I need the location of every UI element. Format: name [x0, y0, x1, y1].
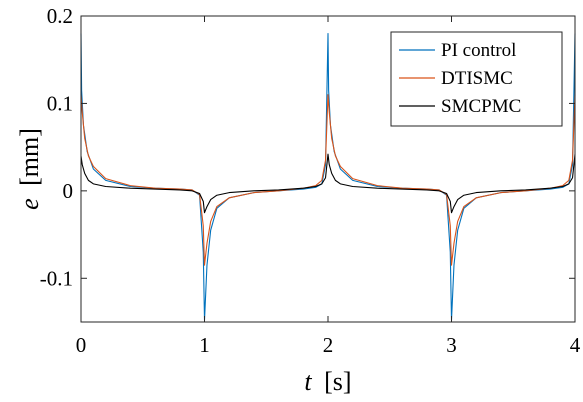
legend-box	[390, 31, 563, 127]
legend-label-0: PI control	[441, 40, 516, 61]
ticks-layer: 0 1 2 3 4 -0.1 0 0.1 0.2	[40, 4, 581, 357]
y-tick-label: -0.1	[40, 266, 73, 290]
legend: PI control DTISMC SMCPMC	[390, 31, 563, 127]
legend-label-1: DTISMC	[441, 68, 513, 89]
y-axis-symbol: e	[15, 198, 44, 210]
series-line-1	[80, 94, 576, 266]
x-tick-label: 1	[199, 333, 210, 357]
y-tick-label: 0.1	[47, 91, 73, 115]
legend-items: PI control DTISMC SMCPMC	[399, 40, 521, 117]
x-tick-label: 2	[323, 333, 334, 357]
series-line-2	[80, 153, 576, 214]
x-axis-unit: [s]	[324, 367, 351, 396]
x-tick-label: 4	[570, 333, 581, 357]
y-tick-label: 0	[63, 179, 74, 203]
x-tick-label: 3	[446, 333, 457, 357]
y-tick-label: 0.2	[47, 4, 73, 28]
series-layer	[80, 32, 576, 321]
legend-label-2: SMCPMC	[441, 96, 521, 117]
y-axis-label: e [mm]	[15, 128, 44, 210]
x-axis-label: t [s]	[304, 367, 351, 396]
y-axis-unit: [mm]	[15, 128, 44, 186]
x-axis-symbol: t	[304, 367, 312, 396]
x-tick-label: 0	[76, 333, 87, 357]
